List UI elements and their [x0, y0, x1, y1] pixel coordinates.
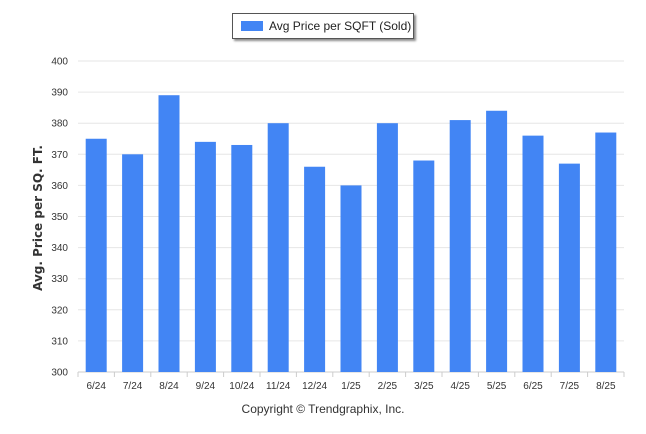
y-tick-label: 340 — [51, 243, 68, 254]
x-tick-label: 3/25 — [414, 381, 434, 392]
y-tick-label: 400 — [51, 57, 68, 68]
x-tick-label: 2/25 — [378, 381, 398, 392]
y-tick-label: 310 — [51, 336, 68, 347]
x-tick-label: 9/24 — [196, 381, 216, 392]
bar-6-25 — [522, 135, 544, 372]
copyright-footer: Copyright © Trendgraphix, Inc. — [241, 402, 405, 416]
x-tick-label: 8/25 — [596, 381, 616, 392]
bar-11-24 — [267, 123, 289, 372]
y-tick-label: 350 — [51, 212, 68, 223]
y-tick-label: 380 — [51, 119, 68, 130]
y-tick-label: 390 — [51, 88, 68, 99]
legend-swatch — [241, 21, 263, 31]
y-tick-label: 360 — [51, 181, 68, 192]
bar-3-25 — [413, 160, 435, 372]
bar-7-24 — [122, 154, 144, 372]
bar-7-25 — [558, 163, 580, 372]
x-tick-label: 1/25 — [341, 381, 361, 392]
x-tick-label: 7/25 — [560, 381, 580, 392]
x-tick-label: 7/24 — [123, 381, 143, 392]
x-tick-label: 5/25 — [487, 381, 507, 392]
y-tick-label: 330 — [51, 274, 68, 285]
bar-8-25 — [595, 132, 617, 372]
x-tick-label: 11/24 — [266, 381, 291, 392]
x-tick-label: 8/24 — [159, 381, 179, 392]
bar-6-24 — [85, 138, 107, 372]
x-axis-ticks: 6/24 7/24 8/24 9/24 10/24 11/24 12/24 1/25 2/25 3… — [77, 372, 625, 392]
y-axis-ticks: 300 310 320 330 340 350 360 370 380 390 400 — [51, 57, 68, 379]
y-tick-label: 370 — [51, 150, 68, 161]
bar-1-25 — [340, 185, 362, 372]
x-tick-label: 4/25 — [450, 381, 470, 392]
bar-2-25 — [376, 123, 398, 372]
bar-9-24 — [194, 141, 216, 372]
y-tick-label: 300 — [51, 368, 68, 379]
bar-10-24 — [231, 144, 253, 372]
x-tick-label: 6/24 — [86, 381, 106, 392]
bar-4-25 — [449, 120, 471, 372]
legend-label: Avg Price per SQFT (Sold) — [269, 19, 412, 33]
x-tick-label: 12/24 — [302, 381, 327, 392]
legend: Avg Price per SQFT (Sold) — [232, 13, 414, 39]
bar-8-24 — [158, 95, 180, 373]
bar-12-24 — [304, 166, 326, 372]
bars — [85, 95, 617, 373]
bar-5-25 — [486, 110, 508, 372]
y-axis-title: Avg. Price per SQ. FT. — [31, 145, 45, 291]
x-tick-label: 6/25 — [523, 381, 543, 392]
y-tick-label: 320 — [51, 305, 68, 316]
x-tick-label: 10/24 — [229, 381, 254, 392]
